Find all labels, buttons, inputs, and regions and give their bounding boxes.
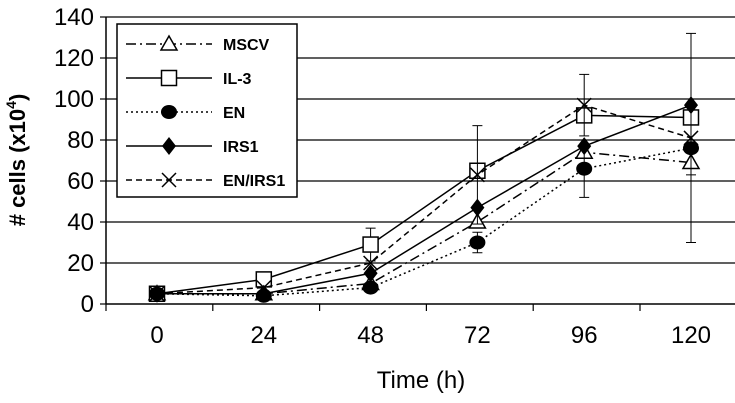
data-point: [362, 236, 379, 253]
legend-label: IRS1: [223, 139, 259, 156]
legend-marker: [159, 34, 179, 51]
legend: MSCV IL-3 EN IRS1 EN/IRS1: [116, 23, 298, 198]
data-point: [255, 271, 273, 288]
legend-label: IL-3: [223, 71, 252, 88]
data-point: [149, 286, 165, 302]
x-tick-label: 0: [150, 322, 163, 349]
data-point: [363, 255, 379, 271]
series-line: [156, 104, 692, 295]
data-point: [469, 235, 486, 250]
data-point: [256, 284, 271, 303]
y-axis-title: # cells (x104): [3, 94, 30, 227]
y-tick-label: 0: [81, 291, 94, 318]
y-tick-label: 60: [67, 168, 94, 195]
data-point: [363, 264, 378, 283]
data-point: [469, 167, 485, 183]
data-point: [362, 280, 379, 295]
legend-item: IRS1: [126, 137, 259, 156]
y-axis-title-close: ): [5, 94, 30, 101]
y-tick-label: 120: [54, 45, 94, 72]
series-en-irs1: [149, 32, 699, 302]
series-line: [156, 147, 692, 297]
data-point: [576, 97, 592, 113]
legend-item: EN: [126, 105, 245, 122]
x-tick-label: 24: [250, 322, 277, 349]
legend-box: [116, 23, 298, 198]
x-tick-labels: 0 24 48 72 96 120: [150, 322, 711, 349]
legend-label: EN/IRS1: [223, 173, 285, 190]
y-tick-label: 80: [67, 127, 94, 154]
legend-item: MSCV: [126, 34, 270, 54]
series-line: [156, 114, 692, 295]
y-tick-label: 40: [67, 209, 94, 236]
x-axis-title: Time (h): [377, 367, 465, 394]
legend-marker: [160, 69, 178, 87]
legend-item: IL-3: [126, 69, 252, 88]
legend-label: EN: [223, 105, 245, 122]
x-tick-label: 72: [464, 322, 491, 349]
axes: [105, 17, 735, 311]
data-point: [256, 280, 272, 296]
data-point: [683, 130, 699, 146]
y-axis-title-superscript: 4: [3, 101, 19, 109]
legend-label: MSCV: [223, 37, 270, 54]
x-tick-label: 120: [671, 322, 711, 349]
series-line: [157, 104, 692, 295]
legend-marker: [162, 137, 176, 155]
data-point: [576, 161, 593, 176]
legend-item: EN/IRS1: [126, 172, 285, 190]
x-tick-label: 48: [357, 322, 384, 349]
y-tick-labels: 0 20 40 60 80 100 120 140: [54, 4, 94, 318]
y-tick-label: 140: [54, 4, 94, 31]
series-layer: [147, 32, 701, 303]
x-tick-label: 96: [571, 322, 598, 349]
legend-marker: [161, 105, 177, 119]
legend-marker: [161, 172, 177, 188]
y-axis-title-main: # cells (x10: [5, 109, 30, 226]
data-point: [577, 137, 592, 156]
y-tick-label: 20: [67, 250, 94, 277]
y-tick-label: 100: [54, 86, 94, 113]
